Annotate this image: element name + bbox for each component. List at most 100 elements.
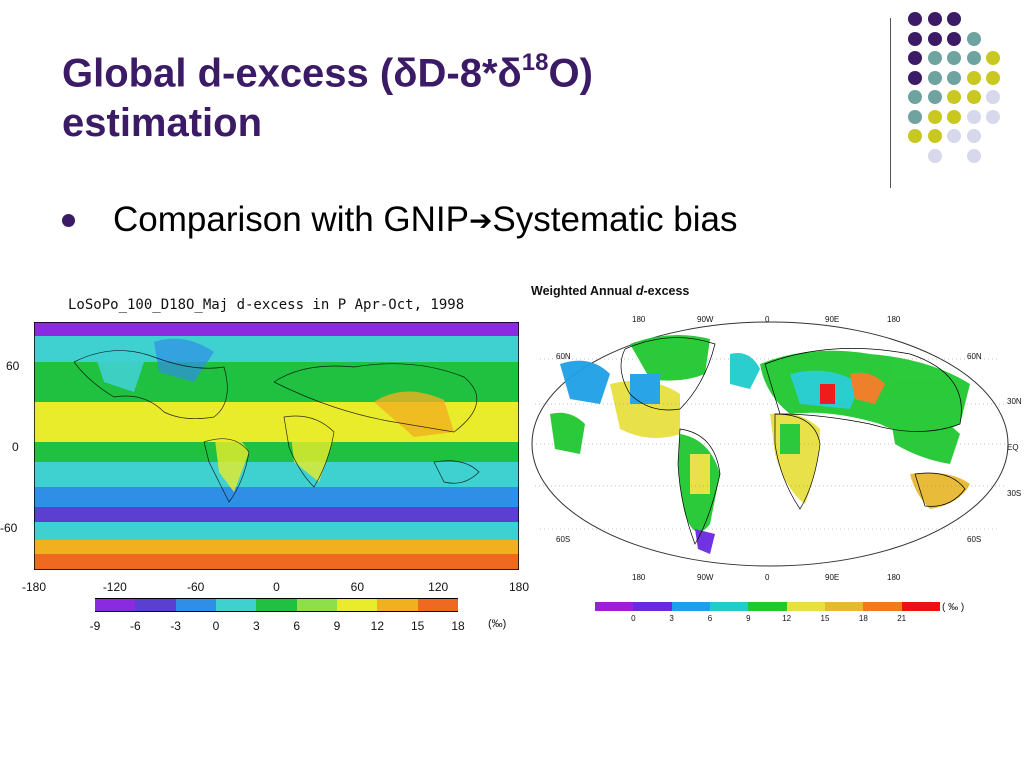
left-colorbar-label: 18: [451, 619, 465, 633]
title-part1: Global d-excess (δD-8*δ: [62, 51, 522, 96]
right-title-part2: -excess: [643, 284, 690, 298]
left-colorbar-unit: (‰): [488, 618, 507, 630]
right-bottom-tick: 0: [765, 573, 770, 582]
bullet-dot-icon: [62, 213, 75, 227]
arrow-icon: ➔: [468, 203, 493, 237]
right-bottom-tick: 90W: [697, 573, 714, 582]
right-colorbar-label: 3: [669, 614, 674, 623]
left-map-image: [34, 322, 519, 570]
right-left-lat: 60S: [556, 535, 571, 544]
right-bottom-tick: 90E: [825, 573, 840, 582]
left-colorbar-segment: [417, 598, 459, 612]
left-colorbar-segment: [175, 598, 217, 612]
decorative-dot: [986, 51, 1000, 65]
decorative-dot: [927, 70, 942, 85]
left-colorbar-label: 0: [212, 619, 220, 633]
decorative-dot: [908, 12, 922, 26]
right-top-tick: 90W: [697, 315, 714, 324]
decorative-dot-grid: [908, 12, 1018, 182]
decorative-dot: [927, 148, 942, 163]
right-colorbar-segment: [901, 602, 941, 611]
left-colorbar-segment: [337, 598, 378, 612]
bullet-text-1: Comparison with GNIP: [113, 200, 469, 239]
decorative-dot: [966, 109, 981, 124]
left-colorbar-label: 9: [333, 619, 341, 633]
right-top-tick: 180: [887, 315, 901, 324]
divider-line: [890, 18, 891, 188]
right-top-tick: 180: [632, 315, 646, 324]
left-figure-title: LoSoPo_100_D18O_Maj d-excess in P Apr-Oc…: [68, 297, 465, 313]
right-colorbar-label: 9: [746, 614, 751, 623]
decorative-dot: [947, 70, 961, 85]
decorative-dot: [908, 129, 922, 143]
decorative-dot: [908, 90, 922, 104]
left-xtick-label: 120: [428, 580, 449, 594]
slide-title: Global d-excess (δD-8*δ18O) estimation: [62, 40, 862, 148]
right-map-image: [531, 321, 1009, 567]
decorative-dot: [947, 12, 961, 26]
right-colorbar-label: 0: [631, 614, 636, 623]
left-xtick-label: 0: [273, 580, 280, 594]
left-colorbar-segment: [135, 598, 177, 612]
left-xtick-label: 60: [350, 580, 364, 594]
left-colorbar-label: 12: [370, 619, 384, 633]
title-line2: estimation: [62, 101, 263, 146]
right-right-lat: EQ: [1007, 443, 1019, 452]
left-colorbar-label: -9: [89, 619, 101, 633]
decorative-dot: [927, 31, 942, 46]
right-right-lat: 30N: [1007, 397, 1022, 406]
right-bottom-tick: 180: [632, 573, 646, 582]
right-colorbar-unit: ( ‰ ): [942, 602, 965, 613]
right-top-tick: 0: [765, 315, 770, 324]
decorative-dot: [986, 109, 1000, 124]
decorative-dot: [947, 51, 961, 65]
right-bottom-tick: 180: [887, 573, 901, 582]
decorative-dot: [966, 51, 981, 65]
right-colorbar-segment: [710, 602, 749, 611]
decorative-dot: [966, 129, 981, 143]
right-colorbar-label: 12: [782, 614, 792, 623]
left-colorbar-segment: [296, 598, 338, 612]
left-colorbar-label: 3: [252, 619, 260, 633]
decorative-dot: [947, 31, 961, 46]
bullet-item: Comparison with GNIP ➔ Systematic bias: [62, 200, 738, 240]
left-colorbar-label: 6: [293, 619, 300, 633]
right-left-lat: 60N: [556, 352, 571, 361]
left-colorbar-label: -6: [129, 619, 141, 633]
decorative-dot: [908, 51, 922, 65]
decorative-dot: [927, 51, 942, 65]
left-ytick-0: 0: [12, 440, 19, 454]
left-xtick-label: -180: [21, 580, 47, 594]
decorative-dot: [908, 109, 922, 124]
bullet-text-2: Systematic bias: [492, 200, 738, 239]
left-ytick-60: 60: [6, 359, 20, 373]
title-part2: O): [548, 51, 593, 96]
decorative-dot: [966, 148, 981, 163]
right-figure-title: Weighted Annual d-excess: [531, 284, 689, 298]
decorative-dot: [927, 109, 942, 124]
right-colorbar-segment: [671, 602, 711, 611]
decorative-dot: [908, 31, 922, 46]
decorative-dot: [947, 90, 961, 104]
right-right-lat: 60N: [967, 352, 982, 361]
right-colorbar-label: 21: [897, 614, 907, 623]
right-colorbar-segment: [825, 602, 864, 611]
right-colorbar-label: 6: [707, 614, 713, 623]
right-colorbar-label: 18: [858, 614, 868, 623]
decorative-dot: [908, 70, 922, 85]
decorative-dot: [986, 90, 1000, 104]
left-colorbar-segment: [95, 598, 136, 612]
right-right-lat: 60S: [967, 535, 982, 544]
decorative-dot: [966, 70, 981, 85]
decorative-dot: [947, 109, 961, 124]
right-colorbar-segment: [633, 602, 673, 611]
decorative-dot: [927, 90, 942, 104]
left-colorbar-label: 15: [410, 619, 425, 633]
left-colorbar-segment: [377, 598, 419, 612]
right-top-tick: 90E: [825, 315, 840, 324]
right-colorbar-segment: [748, 602, 788, 611]
left-ytick-neg60: -60: [0, 521, 18, 535]
decorative-dot: [947, 129, 961, 143]
right-title-italic: d: [635, 284, 644, 298]
right-title-part1: Weighted Annual: [531, 284, 636, 298]
